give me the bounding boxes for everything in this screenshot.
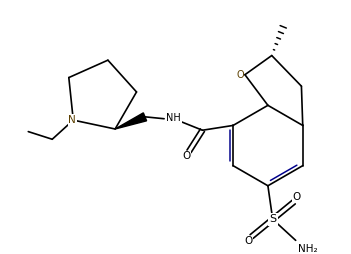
Text: O: O: [182, 151, 190, 161]
Polygon shape: [115, 113, 147, 129]
Text: NH: NH: [166, 113, 181, 123]
Text: O: O: [245, 236, 253, 246]
Text: O: O: [292, 192, 301, 202]
Text: N: N: [68, 115, 76, 125]
Text: S: S: [269, 214, 276, 224]
Text: NH₂: NH₂: [298, 244, 317, 254]
Text: O: O: [236, 70, 244, 80]
